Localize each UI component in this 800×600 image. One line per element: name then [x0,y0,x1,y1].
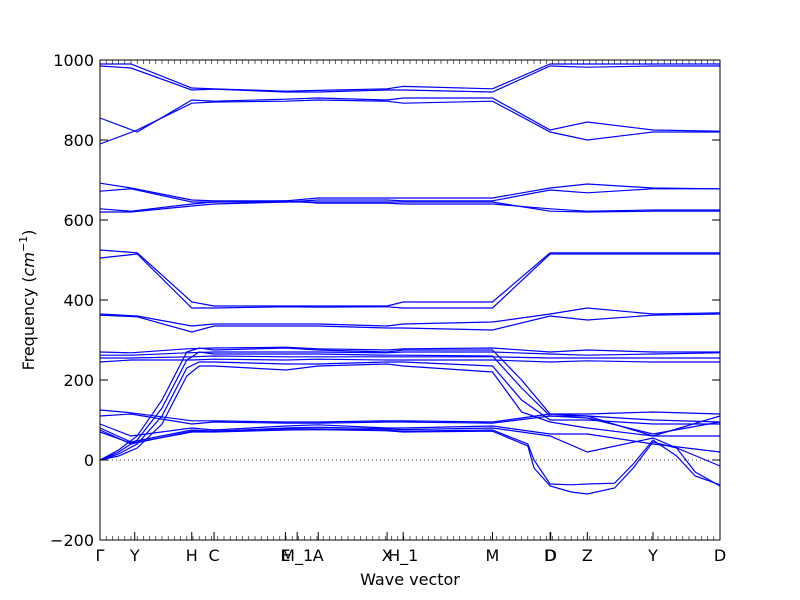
band-line-23 [99,423,721,453]
y-axis-label: Frequency (cm−1) [17,230,38,371]
band-line-17 [99,347,721,461]
y-tick-label: 400 [63,291,94,310]
y-axis-label-text: Frequency ( [19,276,38,370]
band-line-25 [99,428,721,486]
band-line-12 [99,313,721,333]
band-line-6 [99,188,720,203]
band-line-2 [99,65,720,93]
y-axis-ticks: −200 0 200 400 600 800 1000 [50,51,720,550]
band-line-26 [99,428,721,495]
band-line-21 [99,409,721,437]
x-axis-ticks: Γ Y H C EM_1 A XH_1 M DD Z Y D [96,60,726,566]
x-tick-label: D [545,546,557,565]
y-tick-label: 0 [84,451,94,470]
band-line-11 [99,307,721,327]
y-tick-label: 200 [63,371,94,390]
band-line-10 [99,253,720,309]
x-tick-label: E [280,546,290,565]
x-tick-label: Y [129,546,140,565]
x-tick-label: Γ [96,546,105,565]
band-line-19 [99,361,720,461]
x-tick-label: Z [582,546,593,565]
y-axis-label-unit: cm [19,252,38,276]
x-axis-label: Wave vector [360,570,460,589]
band-line-3 [99,97,721,133]
band-line-4 [99,99,720,145]
y-tick-label: 800 [63,131,94,150]
plot-frame [99,59,721,541]
band-line-20 [99,363,720,461]
band-line-18 [99,351,721,461]
band-line-7 [99,200,720,212]
band-line-9 [99,249,720,307]
band-line-5 [99,182,721,202]
y-axis-label-close: ) [19,230,38,236]
band-line-24 [99,426,721,467]
band-line-16 [99,358,720,363]
x-tick-label: H [186,546,198,565]
x-tick-label: M_1 [281,546,313,566]
y-tick-label: 1000 [53,51,94,70]
x-tick-label: C [208,546,219,565]
x-tick-label: D [714,546,726,565]
x-tick-label: H_1 [388,546,418,566]
x-tick-label: M [486,546,500,565]
band-line-22 [99,413,721,435]
band-line-8 [100,201,720,213]
y-tick-label: 600 [63,211,94,230]
x-tick-label: Y [647,546,658,565]
band-line-1 [100,63,720,92]
y-axis-label-exponent: −1 [17,236,30,252]
x-tick-label: A [313,546,324,565]
y-tick-label: −200 [50,531,94,550]
band-line-13 [99,346,720,354]
band-lines [99,63,721,495]
x-tick-label: X [382,546,393,565]
x-tick-label: D [544,546,556,565]
